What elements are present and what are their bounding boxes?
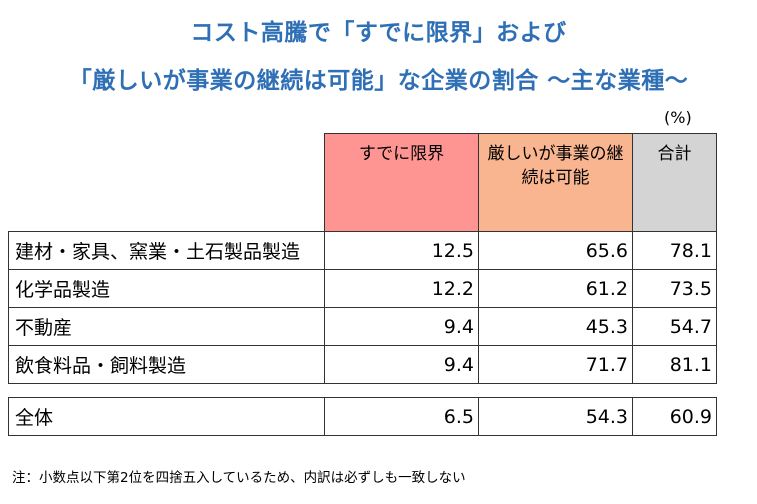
cell-value: 12.2 <box>324 269 479 308</box>
cell-value: 73.5 <box>632 269 717 308</box>
row-label: 不動産 <box>8 307 325 346</box>
cell-value: 12.5 <box>324 231 479 270</box>
cell-value: 61.2 <box>478 269 633 308</box>
table-row: 建材・家具、窯業・土石製品製造 12.5 65.6 78.1 <box>8 231 717 270</box>
data-table: すでに限界 厳しいが事業の継続は可能 合計 建材・家具、窯業・土石製品製造 12… <box>8 133 717 436</box>
total-value: 54.3 <box>478 397 633 436</box>
cell-value: 65.6 <box>478 231 633 270</box>
header-already-limit: すでに限界 <box>324 133 479 232</box>
header-severe-text: 厳しいが事業の継続は可能 <box>487 144 624 188</box>
cell-value: 45.3 <box>478 307 633 346</box>
row-label: 建材・家具、窯業・土石製品製造 <box>8 231 325 270</box>
table-row: 飲食料品・飼料製造 9.4 71.7 81.1 <box>8 345 717 384</box>
cell-value: 78.1 <box>632 231 717 270</box>
table-row: 不動産 9.4 45.3 54.7 <box>8 307 717 346</box>
table-row: 化学品製造 12.2 61.2 73.5 <box>8 269 717 308</box>
cell-value: 81.1 <box>632 345 717 384</box>
header-blank <box>8 133 325 232</box>
cell-value: 9.4 <box>324 345 479 384</box>
header-severe-but-continuable: 厳しいが事業の継続は可能 <box>478 133 633 232</box>
total-value: 6.5 <box>324 397 479 436</box>
cell-value: 71.7 <box>478 345 633 384</box>
header-total: 合計 <box>632 133 717 232</box>
total-value: 60.9 <box>632 397 717 436</box>
unit-label: (%) <box>664 108 692 127</box>
row-label: 飲食料品・飼料製造 <box>8 345 325 384</box>
row-label: 化学品製造 <box>8 269 325 308</box>
cell-value: 9.4 <box>324 307 479 346</box>
chart-subtitle: 「厳しいが事業の継続は可能」な企業の割合 ～主な業種～ <box>68 68 689 94</box>
chart-title: コスト高騰で「すでに限界」および <box>190 20 567 46</box>
total-row: 全体 6.5 54.3 60.9 <box>8 397 717 436</box>
footnote: 注：小数点以下第2位を四捨五入しているため、内訳は必ずしも一致しない <box>12 470 466 486</box>
total-label: 全体 <box>8 397 325 436</box>
cell-value: 54.7 <box>632 307 717 346</box>
